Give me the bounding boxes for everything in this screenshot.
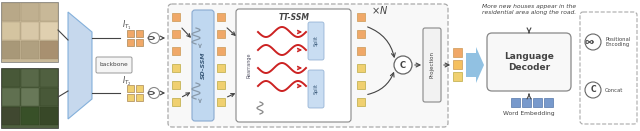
Bar (2, 88, 20, 106)
Bar (357, 64, 365, 72)
FancyBboxPatch shape (236, 9, 351, 122)
Bar (2, 107, 20, 125)
Text: TT-SSM: TT-SSM (278, 13, 310, 23)
Bar (217, 30, 225, 38)
Bar (21, 3, 39, 21)
Text: Split: Split (314, 36, 319, 47)
Bar (127, 39, 134, 46)
Circle shape (394, 56, 412, 74)
Bar (2, 41, 20, 59)
Bar (21, 41, 39, 59)
Bar (40, 41, 58, 59)
Bar (217, 98, 225, 106)
Bar (172, 13, 180, 21)
Circle shape (585, 34, 601, 50)
Text: Split: Split (314, 83, 319, 94)
Text: More new houses appear in the
residential area along the road.: More new houses appear in the residentia… (482, 4, 576, 15)
Bar (40, 22, 58, 40)
Bar (127, 30, 134, 37)
FancyBboxPatch shape (423, 28, 441, 102)
Bar (172, 98, 180, 106)
Text: C: C (590, 86, 596, 94)
Bar (357, 98, 365, 106)
Bar (21, 107, 39, 125)
Text: Rearrange: Rearrange (246, 52, 252, 78)
Bar (357, 30, 365, 38)
FancyBboxPatch shape (487, 33, 571, 91)
Bar (217, 47, 225, 55)
Bar (21, 22, 39, 40)
Bar (136, 30, 143, 37)
Bar (1, 68, 58, 128)
Bar (357, 13, 365, 21)
Bar (522, 98, 531, 107)
Bar (127, 85, 134, 92)
Text: $I_{T_1}$: $I_{T_1}$ (122, 18, 132, 32)
FancyBboxPatch shape (308, 70, 324, 108)
Bar (21, 88, 39, 106)
Bar (172, 64, 180, 72)
Bar (40, 69, 58, 87)
Text: Concat: Concat (605, 88, 623, 92)
Bar (453, 60, 462, 69)
Text: C: C (400, 61, 406, 70)
Text: $\times N$: $\times N$ (371, 4, 388, 16)
Bar (2, 69, 20, 87)
Bar (40, 3, 58, 21)
Bar (2, 22, 20, 40)
Bar (136, 85, 143, 92)
Bar (172, 47, 180, 55)
Bar (357, 47, 365, 55)
Bar (2, 3, 20, 21)
Bar (217, 64, 225, 72)
Bar (453, 48, 462, 57)
Bar (217, 13, 225, 21)
Text: Projection: Projection (429, 51, 435, 78)
Bar (172, 81, 180, 89)
Bar (40, 88, 58, 106)
Bar (21, 69, 39, 87)
Text: Language
Decoder: Language Decoder (504, 52, 554, 72)
Text: Positional
Encoding: Positional Encoding (605, 37, 630, 47)
Bar (544, 98, 553, 107)
Bar (172, 30, 180, 38)
Bar (217, 81, 225, 89)
Circle shape (585, 82, 601, 98)
Polygon shape (466, 47, 484, 83)
Bar (136, 94, 143, 101)
Bar (511, 98, 520, 107)
Text: Word Embedding: Word Embedding (503, 111, 555, 116)
FancyBboxPatch shape (580, 12, 637, 124)
Polygon shape (68, 12, 92, 119)
Bar (136, 39, 143, 46)
Text: SD-SSM: SD-SSM (200, 51, 205, 79)
FancyBboxPatch shape (308, 22, 324, 60)
Bar (357, 81, 365, 89)
Text: backbone: backbone (100, 62, 129, 67)
FancyBboxPatch shape (96, 57, 132, 73)
Bar (1, 2, 58, 62)
Circle shape (148, 88, 159, 99)
FancyBboxPatch shape (192, 10, 214, 121)
Text: $I_{T_2}$: $I_{T_2}$ (122, 74, 132, 88)
Bar (453, 72, 462, 81)
FancyBboxPatch shape (168, 4, 448, 127)
Bar (533, 98, 542, 107)
Circle shape (148, 32, 159, 43)
Bar (40, 107, 58, 125)
Bar (127, 94, 134, 101)
